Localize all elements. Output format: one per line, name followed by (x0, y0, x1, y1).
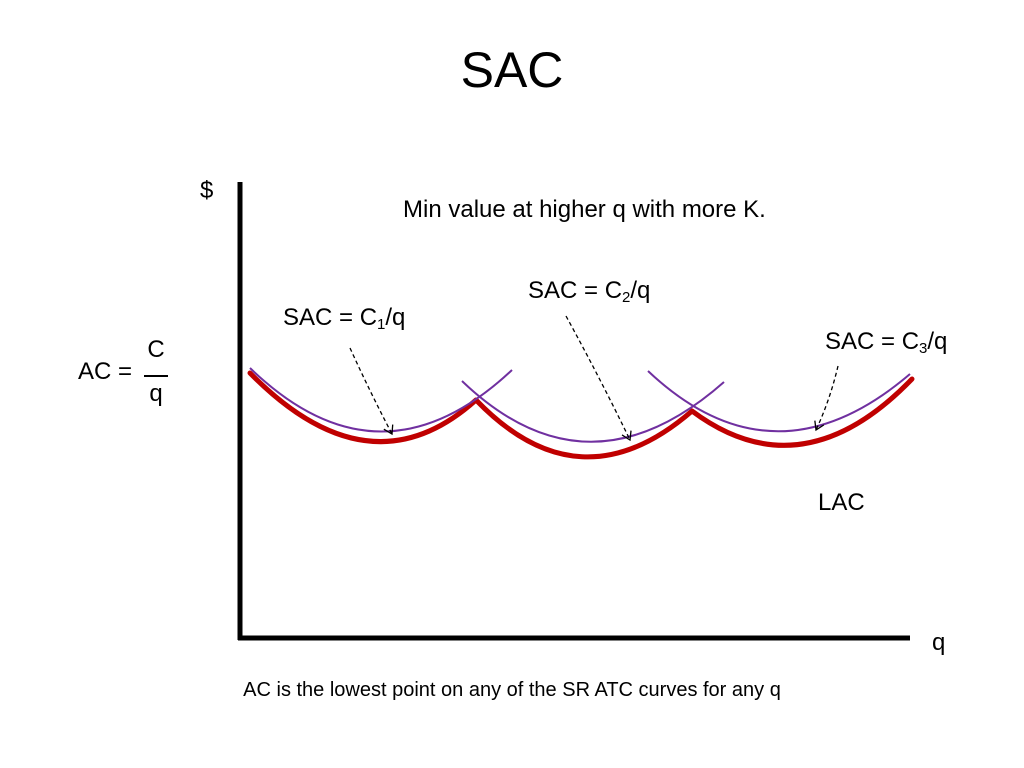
sac2-pointer-arrow (565, 315, 632, 442)
slide-title: SAC (460, 42, 564, 98)
min-value-note: Min value at higher q with more K. (403, 196, 766, 223)
sac3-label-subscript: 3 (919, 340, 928, 357)
slide-caption: AC is the lowest point on any of the SR … (243, 679, 781, 701)
sac2-label-subscript: 2 (622, 289, 631, 306)
formula-lhs: AC (78, 358, 112, 385)
sac2-curve (461, 380, 725, 443)
sac3-label: SAC = C3/q (825, 327, 947, 357)
sac1-curve (249, 367, 513, 433)
lac-curve (247, 370, 915, 460)
sac2-label: SAC = C2/q (528, 276, 650, 306)
x-axis-label: q (932, 629, 946, 656)
sac3-label-main: SAC = C (825, 328, 920, 355)
y-axis-label: $ (200, 177, 214, 204)
sac1-label-suffix: /q (385, 304, 406, 331)
sac3-label-suffix: /q (927, 328, 948, 355)
lac-label: LAC (818, 489, 865, 516)
sac3-curve (647, 370, 911, 433)
sac1-label-main: SAC = C (283, 304, 378, 331)
formula-fraction-bar (144, 375, 168, 377)
sac1-pointer-arrow (349, 347, 394, 436)
sac1-label: SAC = C1/q (283, 303, 405, 333)
formula-equals: = (118, 358, 133, 385)
formula-numerator: C (147, 336, 165, 363)
sac2-label-main: SAC = C (528, 277, 623, 304)
sac1-label-subscript: 1 (377, 316, 386, 333)
formula-denominator: q (149, 380, 163, 407)
sac2-label-suffix: /q (630, 277, 651, 304)
